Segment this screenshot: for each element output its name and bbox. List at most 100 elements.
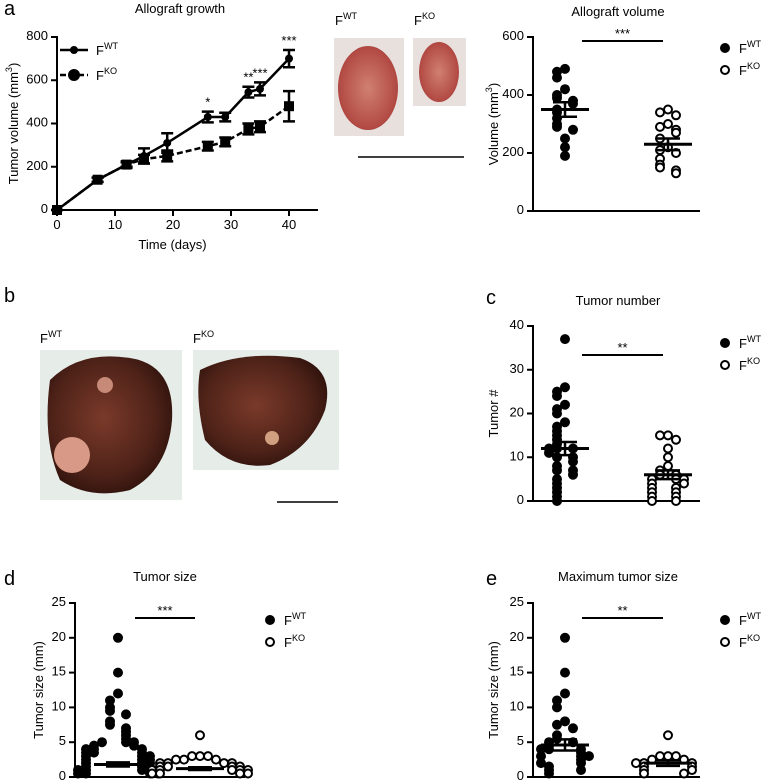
panel-label: a <box>4 0 16 20</box>
dot <box>663 119 673 129</box>
dot <box>687 765 697 776</box>
legend-marker <box>720 615 730 625</box>
dot <box>679 768 689 779</box>
dot <box>544 447 554 458</box>
dot <box>560 716 570 727</box>
legend-label: FKO <box>739 356 760 373</box>
legend-marker <box>720 637 730 647</box>
dot <box>97 737 107 748</box>
annotation: *** <box>281 33 296 48</box>
y-tick-label: 25 <box>52 594 66 609</box>
dot <box>147 768 157 779</box>
dot <box>631 758 641 769</box>
sem-bar <box>656 759 680 768</box>
dot <box>584 751 594 762</box>
dot <box>105 705 115 716</box>
marker <box>220 136 231 147</box>
liver <box>198 355 328 466</box>
dot <box>171 754 181 765</box>
legend-label: FWT <box>96 41 119 58</box>
y-tick-label: 0 <box>517 202 524 217</box>
legend-label: FWT <box>739 39 762 56</box>
significance-label: ** <box>617 340 627 355</box>
nodule <box>265 431 279 445</box>
dot <box>679 478 689 489</box>
y-tick-label: 15 <box>52 664 66 679</box>
x-tick-label: 20 <box>166 217 180 232</box>
dot <box>663 443 673 454</box>
annotation: *** <box>252 66 267 81</box>
dot <box>235 768 245 779</box>
y-axis-label: Tumor volume (mm3) <box>4 63 21 185</box>
dot <box>560 63 570 74</box>
dot <box>552 92 562 103</box>
dot <box>663 751 673 762</box>
y-tick-label: 0 <box>59 768 66 783</box>
dot <box>671 110 681 121</box>
dot <box>219 758 229 769</box>
dot <box>647 496 657 506</box>
dot <box>655 430 665 441</box>
y-tick-label: 30 <box>510 361 524 376</box>
dot <box>560 334 570 345</box>
dot <box>227 765 237 776</box>
sem-bar <box>553 440 577 457</box>
chart-title: Maximum tumor size <box>558 569 678 584</box>
dot <box>105 719 115 730</box>
x-tick-label: 0 <box>53 217 60 232</box>
y-tick-label: 800 <box>26 28 48 43</box>
marker <box>255 121 265 132</box>
dot <box>560 417 570 428</box>
photo-label: FKO <box>414 11 435 28</box>
dot <box>243 768 253 779</box>
y-tick-label: 5 <box>59 734 66 749</box>
dot <box>663 730 673 741</box>
y-axis-label: Tumor # <box>486 389 501 438</box>
marker <box>163 138 172 147</box>
dot <box>155 768 165 779</box>
legend-marker <box>265 615 275 625</box>
dot <box>560 84 570 95</box>
marker <box>285 54 293 63</box>
dot <box>73 768 83 779</box>
marker <box>92 174 103 185</box>
dot <box>195 730 205 741</box>
y-tick-label: 200 <box>502 144 524 159</box>
significance-label: *** <box>615 26 630 41</box>
panel-label: b <box>4 285 15 307</box>
dot <box>655 751 665 762</box>
dot <box>663 461 673 471</box>
dot <box>203 751 213 762</box>
annotation: * <box>205 95 210 110</box>
y-tick-label: 600 <box>26 72 48 87</box>
marker <box>139 154 149 165</box>
legend-label: FWT <box>284 611 307 628</box>
dot <box>568 124 578 135</box>
marker <box>162 150 173 161</box>
dot <box>552 121 562 132</box>
y-tick-label: 40 <box>510 317 524 332</box>
legend-label: FKO <box>739 61 760 78</box>
x-axis-label: Time (days) <box>138 237 206 252</box>
marker <box>203 113 212 122</box>
series-line <box>56 105 290 212</box>
legend-label: FKO <box>284 633 305 650</box>
dot <box>195 751 205 762</box>
dot <box>211 754 221 765</box>
y-tick-label: 20 <box>52 629 66 644</box>
dot <box>552 72 562 83</box>
dot <box>121 709 131 720</box>
y-tick-label: 0 <box>517 768 524 783</box>
dot <box>552 465 562 476</box>
annotation: ** <box>243 70 253 85</box>
sem-bar <box>656 137 680 152</box>
dot <box>560 688 570 699</box>
y-tick-label: 10 <box>52 699 66 714</box>
legend-marker <box>720 338 730 348</box>
legend-marker <box>720 65 730 75</box>
photo-label: FWT <box>335 11 358 28</box>
panel-label: e <box>486 568 497 590</box>
dot <box>560 133 570 144</box>
dot <box>663 452 673 463</box>
